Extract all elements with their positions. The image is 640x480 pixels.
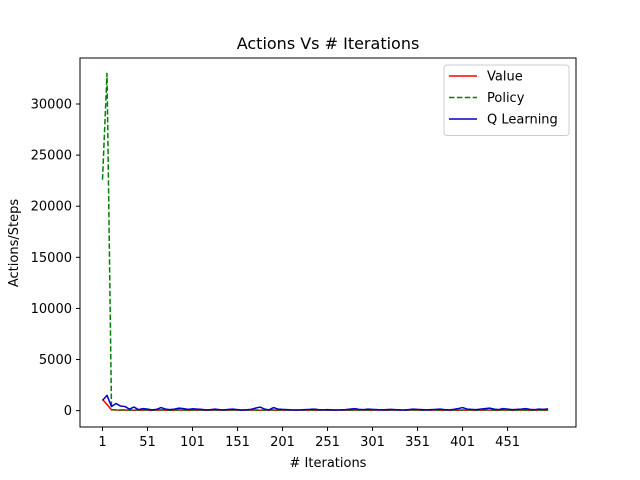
y-tick-label: 5000: [39, 353, 72, 368]
y-tick-label: 25000: [31, 149, 72, 164]
x-tick-label: 351: [405, 435, 430, 450]
x-tick-label: 1: [98, 435, 106, 450]
y-axis-label: Actions/Steps: [7, 199, 22, 287]
y-ticks: 0 5000 10000 15000 20000 25000 30000: [31, 97, 80, 419]
x-tick-label: 51: [139, 435, 156, 450]
legend-box: [443, 64, 570, 136]
legend-label-q-learning: Q Learning: [487, 113, 558, 128]
y-tick-label: 20000: [31, 200, 72, 215]
x-ticks: 1 51 101 151 201 251 301 351 401 451: [98, 427, 520, 450]
x-tick-label: 301: [360, 435, 385, 450]
y-tick-label: 30000: [31, 97, 72, 112]
legend-label-value: Value: [487, 70, 523, 85]
y-tick-label: 15000: [31, 251, 72, 266]
x-tick-label: 201: [270, 435, 295, 450]
x-tick-label: 251: [315, 435, 340, 450]
y-tick-label: 0: [64, 404, 72, 419]
x-tick-label: 101: [180, 435, 205, 450]
legend: Value Policy Q Learning: [443, 64, 570, 136]
y-tick-label: 10000: [31, 302, 72, 317]
x-axis-label: # Iterations: [290, 456, 367, 471]
x-tick-label: 401: [450, 435, 475, 450]
series-line-q-learning: [101, 394, 549, 411]
legend-label-policy: Policy: [487, 91, 525, 106]
chart-title: Actions Vs # Iterations: [237, 34, 420, 53]
x-tick-label: 151: [225, 435, 250, 450]
series-layer: [101, 72, 549, 411]
x-tick-label: 451: [495, 435, 520, 450]
